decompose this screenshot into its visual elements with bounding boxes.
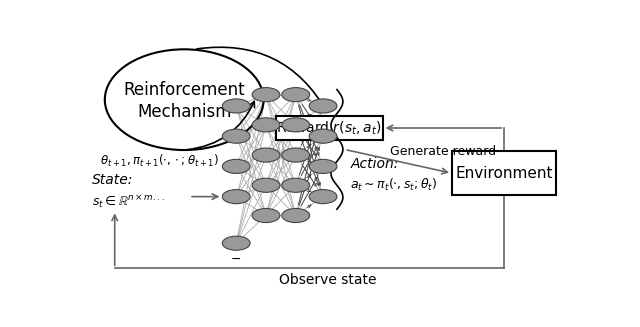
Text: Environment: Environment xyxy=(455,166,553,181)
Circle shape xyxy=(222,129,250,143)
Circle shape xyxy=(282,208,310,223)
Circle shape xyxy=(282,148,310,162)
Text: $s_t \in \mathbb{R}^{n\times m...}$: $s_t \in \mathbb{R}^{n\times m...}$ xyxy=(92,193,165,210)
Text: Reinforcement: Reinforcement xyxy=(124,80,245,99)
Text: Mechanism: Mechanism xyxy=(137,103,232,121)
Text: Generate reward: Generate reward xyxy=(390,145,496,158)
Circle shape xyxy=(222,99,250,113)
Circle shape xyxy=(222,159,250,173)
Circle shape xyxy=(252,118,280,132)
Circle shape xyxy=(222,190,250,204)
Bar xyxy=(276,116,383,140)
Circle shape xyxy=(222,236,250,250)
Text: Observe state: Observe state xyxy=(279,273,377,287)
Circle shape xyxy=(309,190,337,204)
Circle shape xyxy=(282,118,310,132)
Text: $a_t \sim \pi_t(\cdot, s_t; \theta_t)$: $a_t \sim \pi_t(\cdot, s_t; \theta_t)$ xyxy=(350,177,438,193)
Text: $\theta_{t+1}, \pi_{t+1}(\cdot,\cdot;\theta_{t+1})$: $\theta_{t+1}, \pi_{t+1}(\cdot,\cdot;\th… xyxy=(100,153,218,169)
Text: Action:: Action: xyxy=(350,157,399,171)
Circle shape xyxy=(252,208,280,223)
Bar xyxy=(452,151,556,195)
Circle shape xyxy=(309,159,337,173)
Circle shape xyxy=(252,148,280,162)
Circle shape xyxy=(309,99,337,113)
Circle shape xyxy=(252,178,280,192)
Circle shape xyxy=(252,88,280,102)
Circle shape xyxy=(282,88,310,102)
Text: Reward $r(s_t, a_t)$: Reward $r(s_t, a_t)$ xyxy=(276,119,382,137)
Text: State:: State: xyxy=(92,173,134,187)
Text: −: − xyxy=(231,253,241,266)
Circle shape xyxy=(309,129,337,143)
Circle shape xyxy=(282,178,310,192)
